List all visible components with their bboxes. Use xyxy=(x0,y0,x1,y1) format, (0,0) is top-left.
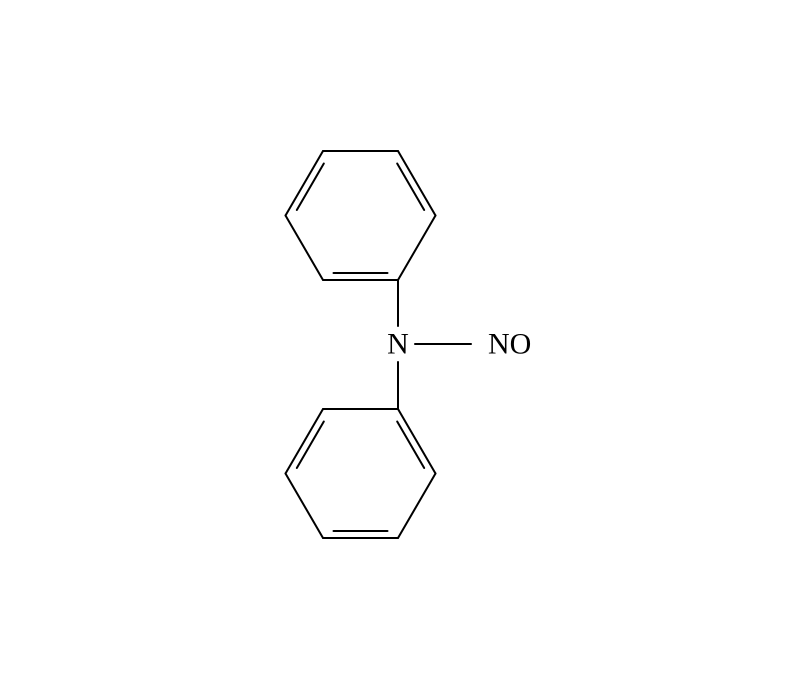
molecule-canvas: N NO xyxy=(0,0,796,689)
atom-NO-group: NO xyxy=(488,328,531,361)
atom-N1: N xyxy=(387,328,409,361)
